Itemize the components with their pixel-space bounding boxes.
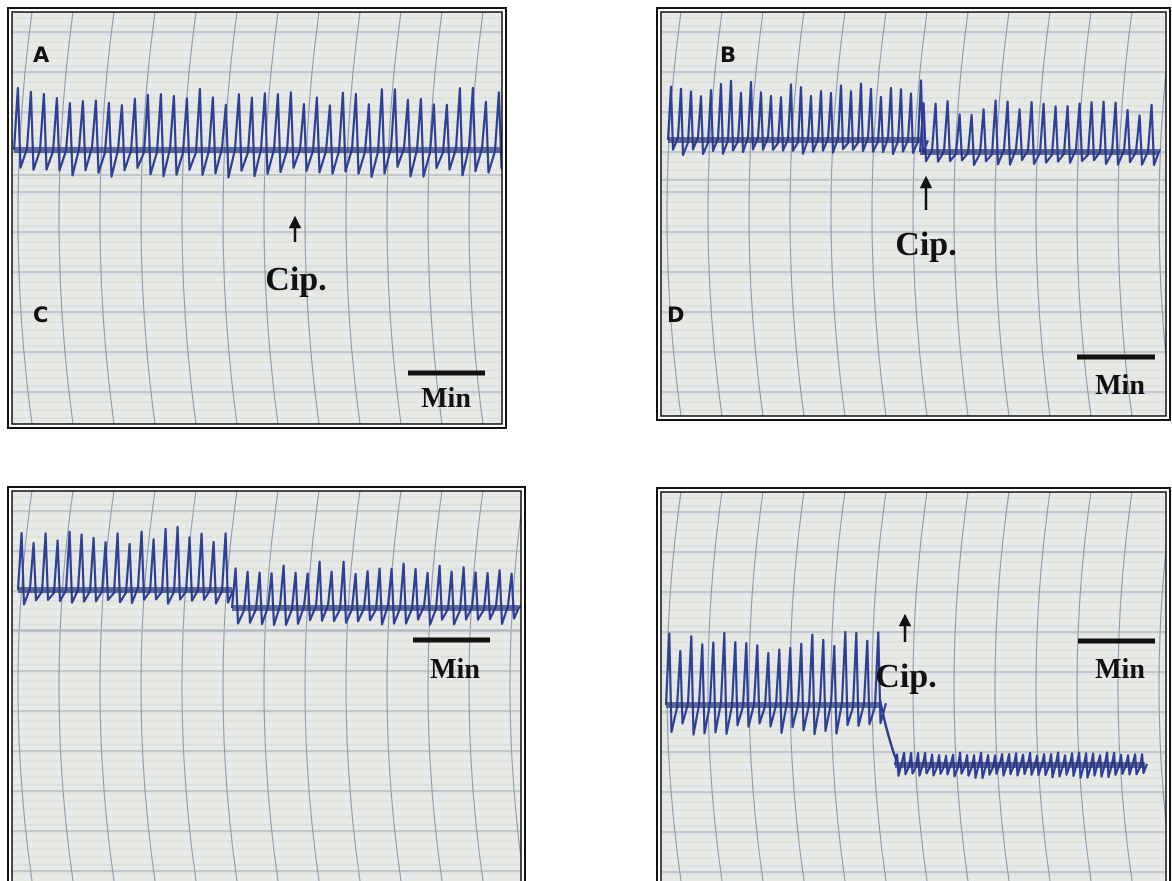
paper-line [1117,12,1133,416]
paper [12,491,521,881]
paper-line [707,12,723,416]
paper-line [509,508,521,864]
paper-line [17,491,33,881]
paper-line [263,12,279,424]
paper-line [386,12,402,424]
paper-line [181,12,197,424]
paper-line [468,12,484,424]
paper-line [953,12,969,416]
annotation: Cip. [895,226,956,263]
recording-paper [661,12,1166,416]
paper-line [222,12,238,424]
paper-line [994,492,1010,881]
panel-frame [656,7,1171,421]
panel-letter: A [33,43,50,67]
paper-line [99,491,115,881]
paper-line [1035,492,1051,881]
panel-frame [660,491,1167,881]
panel-frame [11,490,522,881]
paper-line [994,12,1010,416]
paper-line [789,492,805,881]
paper-line [17,12,33,424]
panel-frame [660,11,1167,417]
recording-paper [12,491,521,881]
paper-line [707,492,723,881]
paper-line [1158,65,1166,363]
recording-paper [661,492,1166,881]
paper-line [386,491,402,881]
paper-line [58,491,74,881]
recording-paper [12,12,524,424]
paper-line [58,12,74,424]
paper-line [666,12,682,416]
panel-letter: C [33,303,48,327]
paper-line [953,492,969,881]
paper-line [468,491,484,881]
annotation: Cip. [265,261,326,298]
paper-line [748,12,764,416]
paper-line [912,492,928,881]
paper-line [789,12,805,416]
panel-frame [656,487,1171,881]
scale-label: Min [1095,654,1145,685]
panel-letter: B [720,43,736,67]
scale-label: Min [1095,370,1145,401]
trace [878,699,902,771]
paper-line [510,12,524,424]
panel-frame [7,7,507,429]
paper-line [140,12,156,424]
paper-line [871,492,887,881]
paper-line [345,491,361,881]
paper-line [1158,543,1166,830]
paper-line [1117,492,1133,881]
panel-letter: D [667,303,684,327]
paper-line [304,491,320,881]
annotation: Cip. [875,658,936,695]
panel-frame [11,11,503,425]
paper-line [1035,12,1051,416]
paper-line [222,491,238,881]
paper-line [263,491,279,881]
paper-line [99,12,115,424]
panels [12,12,1166,881]
paper-line [427,12,443,424]
paper-line [748,492,764,881]
scale-label: Min [421,383,471,414]
paper-line [345,12,361,424]
panel-frame [7,486,526,881]
paper-line [912,12,928,416]
paper-line [140,491,156,881]
paper-line [830,12,846,416]
scale-label: Min [430,654,480,685]
paper-line [1076,492,1092,881]
paper-line [304,12,320,424]
paper-line [427,491,443,881]
paper-line [871,12,887,416]
paper-line [1076,12,1092,416]
